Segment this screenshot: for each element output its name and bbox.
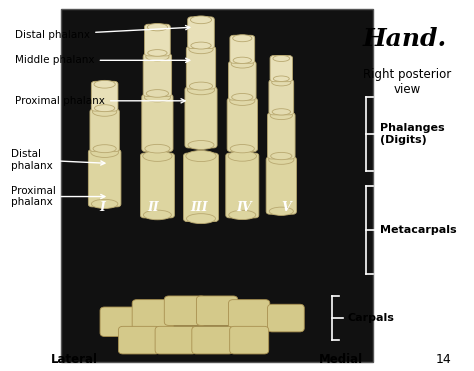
Text: Distal
phalanx: Distal phalanx <box>10 149 105 171</box>
Ellipse shape <box>269 155 294 164</box>
FancyBboxPatch shape <box>230 35 255 63</box>
Ellipse shape <box>190 82 212 90</box>
Text: Hand.: Hand. <box>363 27 447 51</box>
Text: Right posterior
view: Right posterior view <box>364 68 452 96</box>
Ellipse shape <box>271 152 292 160</box>
FancyBboxPatch shape <box>185 87 217 148</box>
Ellipse shape <box>233 57 252 63</box>
FancyBboxPatch shape <box>227 98 257 152</box>
Ellipse shape <box>94 81 115 88</box>
Ellipse shape <box>145 144 170 153</box>
FancyBboxPatch shape <box>267 112 295 159</box>
Ellipse shape <box>91 199 118 209</box>
Ellipse shape <box>187 85 215 95</box>
Text: Proximal phalanx: Proximal phalanx <box>15 96 185 106</box>
Ellipse shape <box>269 207 293 216</box>
FancyBboxPatch shape <box>132 300 173 329</box>
Text: Proximal
phalanx: Proximal phalanx <box>10 186 105 207</box>
Text: Lateral: Lateral <box>51 353 98 366</box>
FancyBboxPatch shape <box>196 296 238 325</box>
FancyBboxPatch shape <box>140 153 174 218</box>
Ellipse shape <box>147 23 167 31</box>
Text: Distal phalanx: Distal phalanx <box>15 26 190 40</box>
Text: II: II <box>147 201 159 214</box>
FancyBboxPatch shape <box>155 326 196 354</box>
FancyBboxPatch shape <box>118 326 160 354</box>
Ellipse shape <box>272 79 291 86</box>
Text: Middle phalanx: Middle phalanx <box>15 55 190 65</box>
Ellipse shape <box>191 16 211 24</box>
FancyBboxPatch shape <box>145 24 170 56</box>
Text: Metacarpals: Metacarpals <box>380 225 456 235</box>
FancyBboxPatch shape <box>91 81 118 111</box>
Ellipse shape <box>272 109 291 115</box>
Ellipse shape <box>144 210 172 220</box>
Ellipse shape <box>143 151 172 161</box>
Ellipse shape <box>146 90 168 97</box>
Ellipse shape <box>186 151 216 161</box>
Ellipse shape <box>232 93 253 101</box>
Text: 14: 14 <box>435 353 451 366</box>
Ellipse shape <box>92 108 117 116</box>
Text: I: I <box>100 201 105 214</box>
Ellipse shape <box>93 145 116 152</box>
Ellipse shape <box>187 214 216 224</box>
FancyBboxPatch shape <box>143 54 172 96</box>
Text: Phalanges
(Digits): Phalanges (Digits) <box>380 123 445 145</box>
FancyBboxPatch shape <box>228 61 256 100</box>
FancyBboxPatch shape <box>267 304 304 332</box>
Ellipse shape <box>228 151 256 161</box>
FancyBboxPatch shape <box>61 9 373 362</box>
FancyBboxPatch shape <box>88 150 121 207</box>
FancyBboxPatch shape <box>270 56 292 82</box>
Ellipse shape <box>188 141 214 150</box>
Text: IV: IV <box>237 201 253 214</box>
FancyBboxPatch shape <box>192 326 233 354</box>
Ellipse shape <box>230 145 255 153</box>
Ellipse shape <box>229 210 256 220</box>
Ellipse shape <box>273 76 289 82</box>
FancyBboxPatch shape <box>230 326 269 354</box>
Ellipse shape <box>231 60 254 68</box>
Ellipse shape <box>94 105 115 112</box>
Text: III: III <box>190 201 208 214</box>
FancyBboxPatch shape <box>269 79 294 115</box>
FancyBboxPatch shape <box>90 109 119 152</box>
Ellipse shape <box>146 52 169 61</box>
Text: Medial: Medial <box>319 353 363 366</box>
Text: V: V <box>281 201 291 214</box>
FancyBboxPatch shape <box>183 153 219 221</box>
FancyBboxPatch shape <box>100 307 141 336</box>
Ellipse shape <box>144 92 171 102</box>
FancyBboxPatch shape <box>186 46 216 89</box>
FancyBboxPatch shape <box>266 157 296 214</box>
Ellipse shape <box>91 147 118 157</box>
Text: Carpals: Carpals <box>348 313 395 323</box>
Ellipse shape <box>273 55 290 62</box>
FancyBboxPatch shape <box>228 300 270 329</box>
Ellipse shape <box>189 45 213 54</box>
FancyBboxPatch shape <box>226 153 259 218</box>
Ellipse shape <box>233 35 252 42</box>
Ellipse shape <box>230 96 255 105</box>
Ellipse shape <box>148 50 167 56</box>
FancyBboxPatch shape <box>164 296 206 325</box>
FancyBboxPatch shape <box>188 17 214 49</box>
FancyBboxPatch shape <box>142 94 173 152</box>
Ellipse shape <box>270 112 292 119</box>
Ellipse shape <box>191 42 211 49</box>
